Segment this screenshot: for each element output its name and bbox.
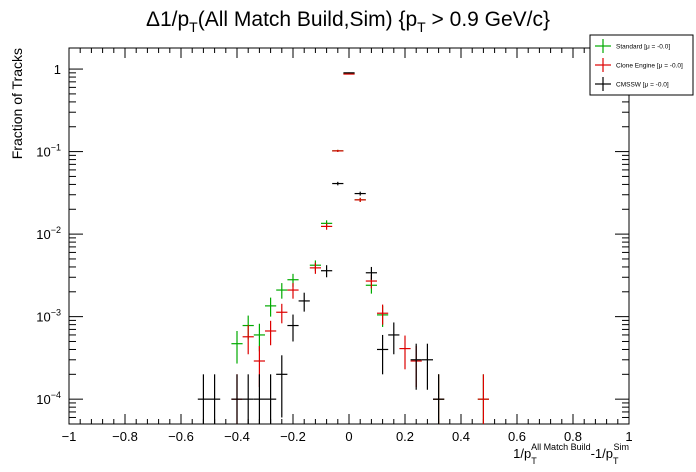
- x-tick-label: 0: [345, 429, 352, 444]
- x-tick-label: −0.2: [280, 429, 306, 444]
- x-tick-label: −0.6: [168, 429, 194, 444]
- legend-label: Clone Engine [μ = -0.0]: [616, 63, 683, 70]
- y-tick-label: 10−2: [36, 225, 61, 242]
- y-tick-label: 10−3: [36, 308, 61, 325]
- xlabel-a: 1/p: [513, 446, 531, 461]
- legend-label: CMSSW [μ = -0.0]: [616, 82, 669, 89]
- x-tick-label: −1: [62, 429, 77, 444]
- xlabel-a-sub: T: [531, 456, 537, 466]
- axes: −1 −0.8 −0.6 −0.4 −0.2 0 0.2 0.4 0.6 0.8 1 10−4 10−3…: [36, 48, 633, 444]
- xlabel-a-sup: All Match Build: [531, 442, 591, 452]
- y-tick-label: 10−4: [36, 390, 61, 407]
- x-tick-label: 0.8: [564, 429, 582, 444]
- title-sub2: T: [417, 19, 426, 35]
- series-1: [231, 73, 489, 424]
- y-tick-label: 10−1: [36, 143, 61, 160]
- x-tick-label: −0.8: [112, 429, 138, 444]
- x-tick-label: 0.4: [452, 429, 470, 444]
- legend-label: Standard [μ = -0.0]: [616, 44, 670, 51]
- title-mid: (All Match Build,Sim) {p: [198, 8, 417, 31]
- x-axis-label: 1/pTAll Match Build-1/pTSim: [513, 442, 629, 466]
- title-end: > 0.9 GeV/c}: [426, 8, 550, 31]
- plot-frame: [68, 47, 630, 425]
- x-tick-label: −0.4: [224, 429, 250, 444]
- title-delta: Δ1/p: [146, 8, 189, 31]
- series-2: [197, 72, 445, 424]
- title-sub1: T: [189, 19, 198, 35]
- xlabel-b-sub: T: [613, 456, 619, 466]
- chart-title: Δ1/pT(All Match Build,Sim) {pT > 0.9 GeV…: [146, 8, 550, 35]
- x-tick-label: 0.2: [396, 429, 414, 444]
- y-tick-label: 1: [54, 62, 61, 77]
- legend-entries: Standard [μ = -0.0] Clone Engine [μ = -0.…: [595, 39, 683, 91]
- series-0: [231, 73, 489, 424]
- y-axis-label: Fraction of Tracks: [9, 48, 25, 159]
- xlabel-b: -1/p: [591, 446, 613, 461]
- x-tick-label: 1: [625, 429, 632, 444]
- x-tick-label: 0.6: [508, 429, 526, 444]
- legend: Standard [μ = -0.0] Clone Engine [μ = -0.…: [589, 34, 694, 96]
- xlabel-b-sup: Sim: [614, 442, 630, 452]
- series-layer: [197, 72, 489, 424]
